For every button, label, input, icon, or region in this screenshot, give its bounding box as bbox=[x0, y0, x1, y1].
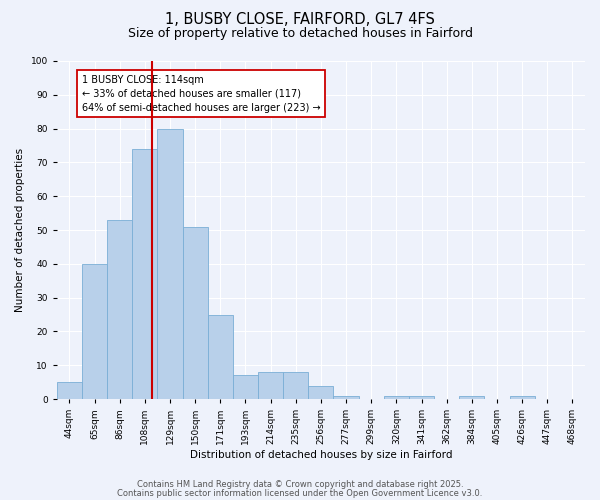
Bar bbox=[57, 382, 82, 399]
Text: Contains public sector information licensed under the Open Government Licence v3: Contains public sector information licen… bbox=[118, 488, 482, 498]
Text: Size of property relative to detached houses in Fairford: Size of property relative to detached ho… bbox=[128, 28, 473, 40]
Bar bbox=[258, 372, 283, 399]
Bar bbox=[283, 372, 308, 399]
Bar bbox=[459, 396, 484, 399]
Bar bbox=[409, 396, 434, 399]
Text: 1 BUSBY CLOSE: 114sqm
← 33% of detached houses are smaller (117)
64% of semi-det: 1 BUSBY CLOSE: 114sqm ← 33% of detached … bbox=[82, 74, 320, 112]
Y-axis label: Number of detached properties: Number of detached properties bbox=[15, 148, 25, 312]
Bar bbox=[384, 396, 409, 399]
Bar bbox=[107, 220, 132, 399]
Bar bbox=[157, 128, 182, 399]
Text: 1, BUSBY CLOSE, FAIRFORD, GL7 4FS: 1, BUSBY CLOSE, FAIRFORD, GL7 4FS bbox=[165, 12, 435, 28]
Text: Contains HM Land Registry data © Crown copyright and database right 2025.: Contains HM Land Registry data © Crown c… bbox=[137, 480, 463, 489]
Bar bbox=[233, 376, 258, 399]
Bar bbox=[82, 264, 107, 399]
X-axis label: Distribution of detached houses by size in Fairford: Distribution of detached houses by size … bbox=[190, 450, 452, 460]
Bar bbox=[308, 386, 334, 399]
Bar bbox=[334, 396, 359, 399]
Bar bbox=[509, 396, 535, 399]
Bar bbox=[132, 149, 157, 399]
Bar bbox=[208, 314, 233, 399]
Bar bbox=[182, 226, 208, 399]
